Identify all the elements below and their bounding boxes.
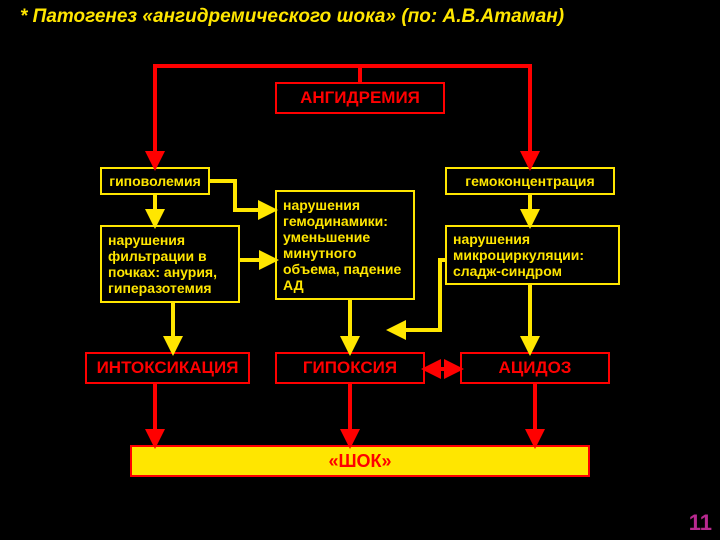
node-hypovolemia: гиповолемия xyxy=(100,167,210,195)
node-shock: «ШОК» xyxy=(130,445,590,477)
node-microcirculation: нарушения микроциркуляции: сладж-синдром xyxy=(445,225,620,285)
node-hemodynamics: нарушения гемодинамики: уменьшение минут… xyxy=(275,190,415,300)
node-filtration: нарушения фильтрации в почках: анурия, г… xyxy=(100,225,240,303)
node-acidosis: АЦИДОЗ xyxy=(460,352,610,384)
page-number: 11 xyxy=(689,510,712,536)
node-hypoxia: ГИПОКСИЯ xyxy=(275,352,425,384)
node-hemoconcentration: гемоконцентрация xyxy=(445,167,615,195)
node-intoxication: ИНТОКСИКАЦИЯ xyxy=(85,352,250,384)
node-angidremia: АНГИДРЕМИЯ xyxy=(275,82,445,114)
slide-title: * Патогенез «ангидремического шока» (по:… xyxy=(20,6,564,28)
